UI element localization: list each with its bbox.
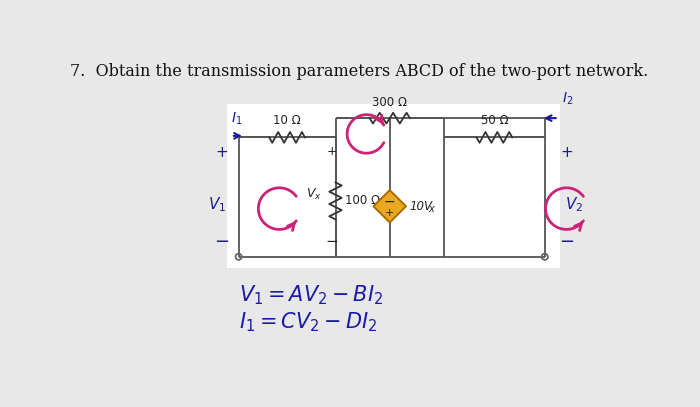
Text: $I_1$: $I_1$ xyxy=(232,110,243,127)
Polygon shape xyxy=(374,190,406,223)
Text: +: + xyxy=(215,145,228,160)
Text: $I_1 = CV_2 - DI_2$: $I_1 = CV_2 - DI_2$ xyxy=(239,311,377,334)
Text: 10 Ω: 10 Ω xyxy=(273,114,301,127)
Text: −: − xyxy=(559,232,574,251)
Text: x: x xyxy=(428,204,434,214)
Text: +: + xyxy=(560,145,573,160)
Text: +: + xyxy=(326,145,337,158)
Text: $V_x$: $V_x$ xyxy=(306,187,321,202)
Text: +: + xyxy=(385,208,394,218)
Text: 10V: 10V xyxy=(410,200,433,213)
Text: −: − xyxy=(326,234,338,249)
Text: $V_1 = AV_2 - BI_2$: $V_1 = AV_2 - BI_2$ xyxy=(239,284,383,307)
Text: $I_2$: $I_2$ xyxy=(562,91,574,107)
Text: −: − xyxy=(384,195,395,209)
Text: 100 Ω: 100 Ω xyxy=(345,195,380,208)
Text: 300 Ω: 300 Ω xyxy=(372,96,407,109)
Text: 50 Ω: 50 Ω xyxy=(481,114,508,127)
Text: 7.  Obtain the transmission parameters ABCD of the two-port network.: 7. Obtain the transmission parameters AB… xyxy=(69,63,648,80)
Text: $V_2$: $V_2$ xyxy=(565,195,583,214)
Text: −: − xyxy=(214,232,229,251)
Text: $V_1$: $V_1$ xyxy=(208,195,226,214)
FancyBboxPatch shape xyxy=(227,104,560,268)
